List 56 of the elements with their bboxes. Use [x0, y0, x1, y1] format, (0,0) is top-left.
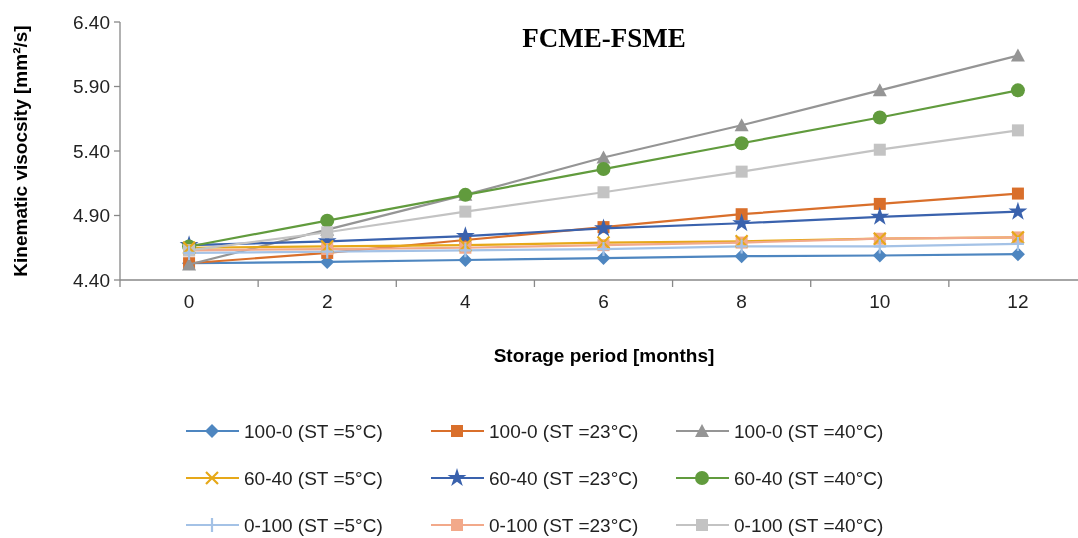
legend-label: 100-0 (ST =23°C) [489, 420, 639, 442]
point [597, 186, 610, 199]
legend-label: 100-0 (ST =40°C) [734, 420, 884, 442]
point [320, 239, 335, 254]
point [870, 206, 890, 225]
y-tick-label: 4.90 [73, 205, 110, 227]
legend-label: 60-40 (ST =5°C) [244, 467, 383, 489]
x-tick-label: 6 [598, 291, 609, 312]
y-tick-label: 5.40 [73, 140, 110, 162]
point [734, 136, 749, 151]
y-tick-label: 6.40 [73, 11, 110, 33]
point [1010, 235, 1026, 252]
point [181, 244, 197, 262]
x-tick-label: 4 [460, 291, 472, 312]
point [1010, 247, 1025, 262]
x-tick-label: 0 [183, 291, 195, 312]
point [1011, 187, 1024, 200]
point [596, 235, 611, 250]
point [1010, 48, 1025, 62]
point [735, 208, 748, 221]
legend-label: 0-100 (ST =5°C) [244, 514, 383, 536]
point [873, 143, 886, 156]
legend-label: 100-0 (ST =5°C) [244, 420, 383, 442]
point [732, 213, 752, 232]
point [1010, 83, 1025, 98]
legend-label: 60-40 (ST =23°C) [489, 467, 639, 489]
point [596, 162, 611, 177]
point [872, 83, 887, 97]
point [734, 238, 749, 255]
point [596, 240, 611, 258]
point [1011, 124, 1024, 137]
x-tick-label: 10 [869, 291, 891, 312]
point [873, 197, 886, 210]
y-axis-title: Kinematic visocsity [mm²/s] [10, 25, 31, 277]
point [734, 249, 749, 264]
legend-label: 60-40 (ST =40°C) [734, 467, 884, 489]
point [321, 226, 334, 239]
x-axis-title: Storage period [months] [493, 345, 715, 366]
point [872, 238, 887, 255]
y-tick-label: 5.90 [73, 76, 110, 98]
point [735, 165, 748, 178]
chart-title: FCME-FSME [522, 23, 686, 53]
point [458, 242, 473, 259]
x-tick-label: 12 [1007, 291, 1029, 312]
point [320, 213, 335, 228]
point [458, 253, 473, 268]
point [459, 205, 472, 218]
x-tick-label: 8 [736, 291, 747, 312]
legend-label: 0-100 (ST =40°C) [734, 514, 884, 536]
legend-label: 0-100 (ST =23°C) [489, 514, 639, 536]
point [734, 118, 749, 132]
y-tick-label: 4.40 [73, 269, 110, 291]
x-tick-label: 2 [321, 291, 333, 312]
point [872, 110, 887, 125]
point [1008, 201, 1028, 220]
point [872, 248, 887, 263]
